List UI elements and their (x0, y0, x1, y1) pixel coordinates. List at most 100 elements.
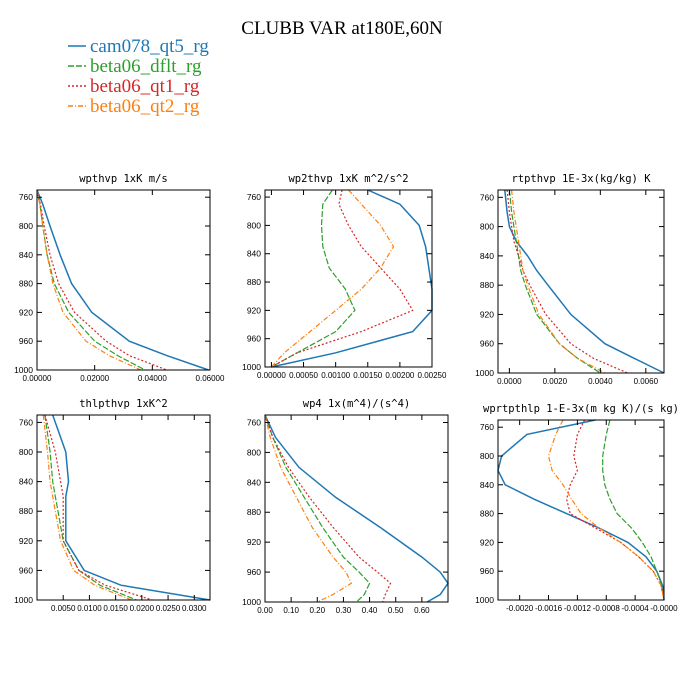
chart-panels: wpthvp 1xK m/s76080084088092096010000.00… (14, 173, 679, 615)
x-tick-label: -0.0004 (622, 604, 650, 613)
series-line (270, 189, 395, 368)
x-tick-label: 0.0020 (543, 377, 568, 386)
x-tick-label: 0.0100 (77, 604, 102, 613)
panel-title: wp2thvp 1xK m^2/s^2 (288, 173, 408, 185)
plot-frame (264, 189, 433, 368)
plot-frame (264, 414, 449, 603)
series-line (271, 189, 356, 368)
legend: cam078_qt5_rgbeta06_dflt_rgbeta06_qt1_rg… (68, 36, 209, 117)
series-line (36, 189, 142, 371)
x-tick-label: 0.00250 (418, 371, 447, 380)
y-tick-label: 840 (19, 250, 33, 260)
x-tick-label: 0.60 (414, 606, 430, 615)
y-tick-label: 920 (247, 537, 261, 547)
chart-panel: rtpthvp 1E-3x(kg/kg) K 760 800 840 880 920 960… (475, 173, 665, 386)
series-line (36, 189, 146, 371)
y-tick-label: 920 (480, 537, 494, 547)
x-tick-label: 0.0150 (103, 604, 128, 613)
series-line (565, 419, 665, 601)
x-tick-label: 0.00050 (289, 371, 318, 380)
y-tick-label: 840 (247, 249, 261, 259)
series-line (547, 419, 665, 601)
series-line (271, 189, 433, 368)
x-tick-label: 0.00000 (257, 371, 286, 380)
y-tick-label: 1000 (475, 368, 494, 378)
series-line (602, 419, 665, 601)
panel-title: thlpthvp 1xK^2 (79, 398, 168, 410)
plot-frame (497, 189, 665, 374)
x-tick-label: 0.0300 (182, 604, 207, 613)
y-tick-label: 800 (247, 447, 261, 457)
panel-title: wp4 1x(m^4)/(s^4) (303, 398, 410, 410)
y-tick-label: 840 (480, 251, 494, 261)
x-tick-label: -0.0012 (564, 604, 592, 613)
series-line (504, 189, 665, 374)
y-tick-label: 840 (247, 477, 261, 487)
x-tick-label: -0.0020 (506, 604, 534, 613)
y-tick-label: 1000 (242, 597, 261, 607)
y-tick-label: 880 (247, 277, 261, 287)
y-tick-label: 1000 (475, 595, 494, 605)
series-line (508, 189, 601, 374)
x-tick-label: 0.00 (257, 606, 273, 615)
y-tick-label: 880 (19, 506, 33, 516)
series-line (36, 189, 168, 371)
series-line (36, 189, 209, 371)
chart-panel: wp4 1x(m^4)/(s^4)76080084088092096010000… (242, 398, 449, 615)
chart-panel: wpthvp 1xK m/s 760 800 840 880 920 960 10000.00… (14, 173, 225, 383)
y-tick-label: 840 (480, 480, 494, 490)
x-tick-label: 0.00200 (385, 371, 414, 380)
y-tick-label: 800 (19, 221, 33, 231)
plot-frame (36, 414, 211, 601)
y-tick-label: 800 (247, 220, 261, 230)
x-tick-label: 0.0060 (634, 377, 659, 386)
legend-label: beta06_qt1_rg (90, 76, 200, 97)
x-tick-label: 0.04000 (138, 374, 167, 383)
y-tick-label: 760 (19, 192, 33, 202)
x-tick-label: 0.0200 (130, 604, 155, 613)
y-tick-label: 920 (19, 307, 33, 317)
y-tick-label: 1000 (14, 365, 33, 375)
y-tick-label: 880 (480, 509, 494, 519)
series-line (42, 414, 132, 601)
y-tick-label: 960 (247, 567, 261, 577)
series-line (264, 414, 371, 603)
panel-title: wpthvp 1xK m/s (79, 173, 168, 185)
plot-frame (497, 419, 665, 601)
plot-frame (36, 189, 211, 371)
y-tick-label: 880 (480, 280, 494, 290)
y-tick-label: 760 (480, 422, 494, 432)
series-line (44, 414, 137, 601)
panel-title: wprtpthlp 1-E-3x(m kg K)/(s kg) (483, 403, 679, 415)
y-tick-label: 840 (19, 477, 33, 487)
y-tick-label: 920 (247, 305, 261, 315)
y-tick-label: 760 (247, 192, 261, 202)
chart-panel: wprtpthlp 1-E-3x(m kg K)/(s kg) 760 800 840… (475, 403, 679, 613)
series-line (264, 414, 353, 603)
y-tick-label: 800 (19, 447, 33, 457)
x-tick-label: -0.0000 (650, 604, 678, 613)
y-tick-label: 960 (480, 339, 494, 349)
series-line (264, 414, 449, 603)
y-tick-label: 1000 (242, 362, 261, 372)
y-tick-label: 920 (480, 309, 494, 319)
x-tick-label: 0.50 (388, 606, 404, 615)
y-tick-label: 760 (19, 417, 33, 427)
x-tick-label: 0.0040 (588, 377, 613, 386)
y-tick-label: 800 (480, 222, 494, 232)
y-tick-label: 800 (480, 451, 494, 461)
y-tick-label: 760 (480, 192, 494, 202)
x-tick-label: 0.0250 (156, 604, 181, 613)
x-tick-label: 0.20 (309, 606, 325, 615)
x-tick-label: 0.06000 (196, 374, 225, 383)
y-tick-label: 760 (247, 417, 261, 427)
legend-label: cam078_qt5_rg (90, 36, 209, 57)
x-tick-label: 0.30 (336, 606, 352, 615)
x-tick-label: 0.00150 (353, 371, 382, 380)
series-line (497, 419, 665, 601)
figure-title: CLUBB VAR at180E,60N (241, 18, 443, 39)
panel-title: rtpthvp 1E-3x(kg/kg) K (511, 173, 651, 185)
y-tick-label: 960 (247, 334, 261, 344)
series-line (44, 414, 153, 601)
